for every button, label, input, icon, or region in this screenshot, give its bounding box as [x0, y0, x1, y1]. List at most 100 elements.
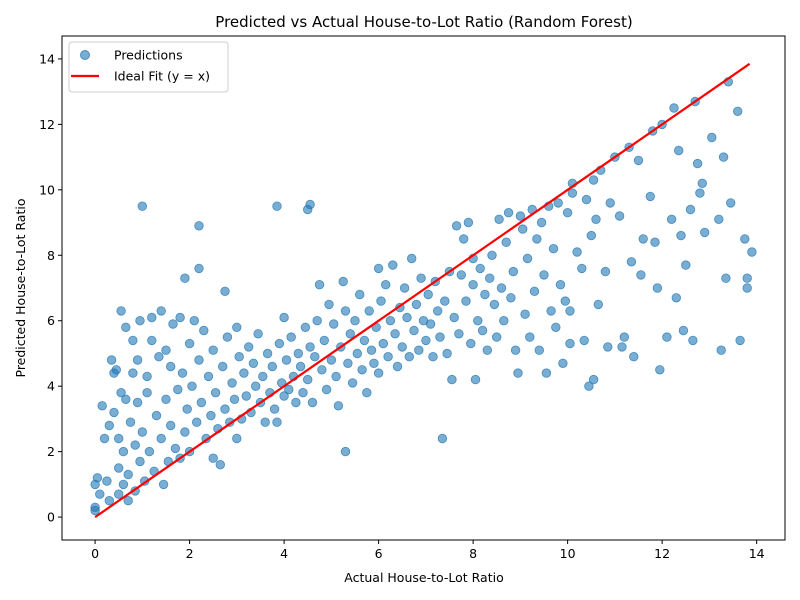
scatter-point — [227, 378, 237, 388]
scatter-point — [196, 397, 207, 408]
scatter-point — [170, 443, 181, 454]
scatter-point — [617, 342, 627, 352]
scatter-point — [180, 273, 190, 283]
scatter-point — [274, 338, 285, 349]
scatter-point — [681, 260, 691, 270]
scatter-point — [366, 345, 377, 355]
scatter-point — [111, 365, 122, 375]
scatter-point — [388, 260, 398, 270]
scatter-point — [310, 352, 320, 362]
scatter-point — [539, 270, 549, 280]
scatter-point — [343, 358, 353, 369]
scatter-point — [695, 188, 705, 198]
scatter-point — [151, 410, 162, 421]
scatter-point — [397, 342, 407, 352]
scatter-point — [362, 388, 372, 398]
scatter-point — [357, 365, 367, 375]
scatter-point — [123, 496, 133, 506]
scatter-point — [383, 352, 393, 362]
scatter-point — [222, 332, 233, 342]
legend: Predictions Ideal Fit (y = x) — [68, 41, 229, 93]
scatter-point — [513, 368, 523, 378]
scatter-point — [697, 178, 708, 189]
scatter-point — [340, 306, 351, 316]
scatter-point — [312, 316, 322, 326]
scatter-point — [321, 384, 332, 395]
scatter-point — [113, 463, 124, 473]
scatter-point — [614, 211, 625, 221]
scatter-point — [241, 391, 252, 401]
scatter-point — [470, 374, 481, 385]
scatter-point — [132, 397, 143, 408]
scatter-point — [118, 479, 129, 490]
scatter-point — [442, 348, 452, 359]
scatter-point — [217, 361, 228, 372]
scatter-point — [447, 374, 457, 385]
scatter-point — [305, 342, 315, 352]
scatter-point — [562, 207, 573, 218]
scatter-point — [567, 188, 578, 198]
scatter-point — [652, 283, 663, 293]
x-tick-label: 8 — [469, 546, 477, 561]
scatter-point — [428, 352, 438, 362]
plot-area — [90, 62, 757, 519]
scatter-point — [671, 293, 682, 303]
scatter-point — [629, 352, 639, 362]
scatter-point — [208, 453, 218, 463]
y-tick-label: 10 — [39, 182, 55, 197]
x-tick-label: 0 — [91, 546, 99, 561]
scatter-point — [333, 401, 344, 411]
scatter-point — [123, 469, 133, 480]
scatter-point — [503, 207, 514, 218]
scatter-point — [298, 388, 308, 398]
scatter-point — [449, 312, 459, 323]
scatter-point — [454, 329, 464, 339]
scatter-point — [586, 230, 597, 241]
scatter-point — [560, 296, 571, 306]
scatter-point — [147, 312, 157, 323]
scatter-point — [253, 329, 263, 339]
legend-box — [68, 41, 229, 93]
scatter-point — [655, 365, 665, 375]
scatter-point — [355, 289, 365, 300]
scatter-point — [248, 358, 259, 369]
scatter-point — [203, 371, 214, 382]
scatter-point — [515, 211, 526, 221]
scatter-point — [619, 332, 630, 342]
scatter-point — [295, 361, 306, 372]
scatter-point — [591, 214, 601, 225]
scatter-point — [633, 155, 644, 166]
scatter-point — [187, 381, 197, 391]
scatter-point — [137, 427, 148, 437]
scatter-point — [555, 280, 566, 290]
scatter-point — [130, 440, 140, 450]
scatter-point — [480, 289, 490, 300]
scatter-point — [603, 342, 613, 352]
scatter-point — [232, 433, 242, 444]
scatter-point — [128, 368, 138, 378]
scatter-point — [385, 316, 396, 326]
scatter-point — [584, 381, 594, 391]
scatter-point — [116, 388, 126, 398]
scatter-point — [324, 299, 334, 310]
scatter-point — [250, 381, 261, 391]
scatter-point — [158, 479, 169, 490]
scatter-point — [466, 338, 476, 349]
y-axis: 0 2 4 6 8 10 12 14 — [39, 51, 62, 525]
y-tick-label: 2 — [47, 444, 55, 459]
scatter-point — [243, 342, 254, 352]
scatter-point — [260, 417, 270, 427]
scatter-point — [468, 280, 478, 290]
scatter-point — [718, 152, 729, 162]
scatter-point — [572, 247, 582, 257]
scatter-point — [381, 280, 391, 290]
scatter-point — [565, 338, 575, 349]
scatter-point — [314, 280, 325, 290]
scatter-point — [165, 361, 176, 372]
scatter-point — [293, 348, 304, 359]
scatter-point — [477, 325, 488, 336]
scatter-point — [733, 106, 743, 117]
scatter-point — [588, 175, 599, 185]
scatter-point — [536, 217, 547, 228]
